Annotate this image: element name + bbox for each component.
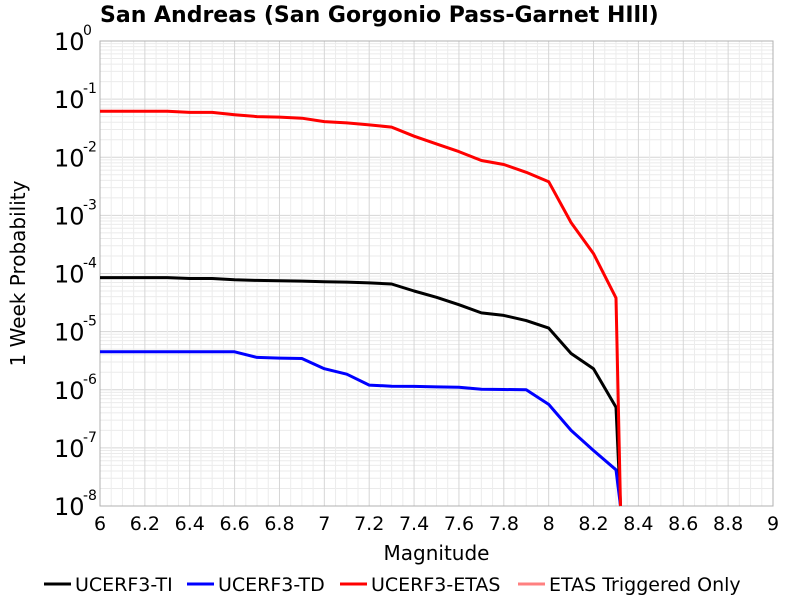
x-tick-label: 8.8 (713, 513, 743, 535)
x-tick-label: 6.2 (130, 513, 160, 535)
x-tick-label: 6 (94, 513, 106, 535)
grid (99, 40, 774, 507)
series-layer (100, 109, 622, 507)
x-tick-label: 8.4 (623, 513, 653, 535)
y-tick-exponent: -8 (83, 488, 97, 504)
y-tick-label: 10 (54, 28, 85, 56)
y-tick-label: 10 (54, 261, 85, 289)
y-tick-label: 10 (54, 493, 85, 521)
y-axis-label: 1 Week Probability (6, 180, 30, 366)
x-tick-label: 7.8 (489, 513, 519, 535)
series-line-ucerf3-td (100, 350, 622, 507)
x-tick-label: 6.8 (264, 513, 294, 535)
y-tick-exponent: -3 (83, 197, 97, 213)
y-tick-label: 10 (54, 202, 85, 230)
legend-label: UCERF3-TD (218, 574, 325, 596)
x-tick-label: 6.6 (219, 513, 249, 535)
y-tick-label: 10 (54, 86, 85, 114)
legend-label: ETAS Triggered Only (549, 574, 741, 596)
y-tick-exponent: 0 (83, 23, 92, 39)
y-tick-exponent: -1 (83, 81, 97, 97)
legend-label: UCERF3-ETAS (371, 574, 500, 596)
y-tick-exponent: -4 (83, 256, 97, 272)
x-tick-label: 8.2 (578, 513, 608, 535)
y-tick-label: 10 (54, 319, 85, 347)
x-tick-labels: 6 6.2 6.4 6.6 6.8 7 7.2 7.4 7.6 7.8 8 8.2 8.4 8.6 8.8 9 (94, 513, 779, 535)
y-tick-label: 10 (54, 144, 85, 172)
x-tick-label: 9 (767, 513, 779, 535)
y-tick-label: 10 (54, 435, 85, 463)
y-tick-exponent: -6 (83, 372, 97, 388)
y-tick-exponent: -2 (83, 139, 97, 155)
x-tick-label: 7.2 (354, 513, 384, 535)
y-tick-label: 10 (54, 377, 85, 405)
x-tick-label: 6.4 (175, 513, 205, 535)
x-tick-label: 8 (543, 513, 555, 535)
y-tick-exponent: -5 (83, 314, 97, 330)
x-axis-label: Magnitude (384, 541, 490, 565)
series-line-ucerf3-etas (100, 109, 622, 507)
y-tick-exponent: -7 (83, 430, 97, 446)
legend: UCERF3-TI UCERF3-TD UCERF3-ETAS ETAS Trigge… (44, 574, 741, 596)
plot-frame (99, 40, 774, 507)
x-tick-label: 7.4 (399, 513, 429, 535)
series-line-ucerf3-ti (100, 276, 622, 507)
chart-title: San Andreas (San Gorgonio Pass-Garnet HI… (100, 3, 659, 28)
x-tick-label: 7.6 (444, 513, 474, 535)
x-tick-label: 8.6 (668, 513, 698, 535)
x-tick-label: 7 (318, 513, 330, 535)
legend-label: UCERF3-TI (75, 574, 173, 596)
